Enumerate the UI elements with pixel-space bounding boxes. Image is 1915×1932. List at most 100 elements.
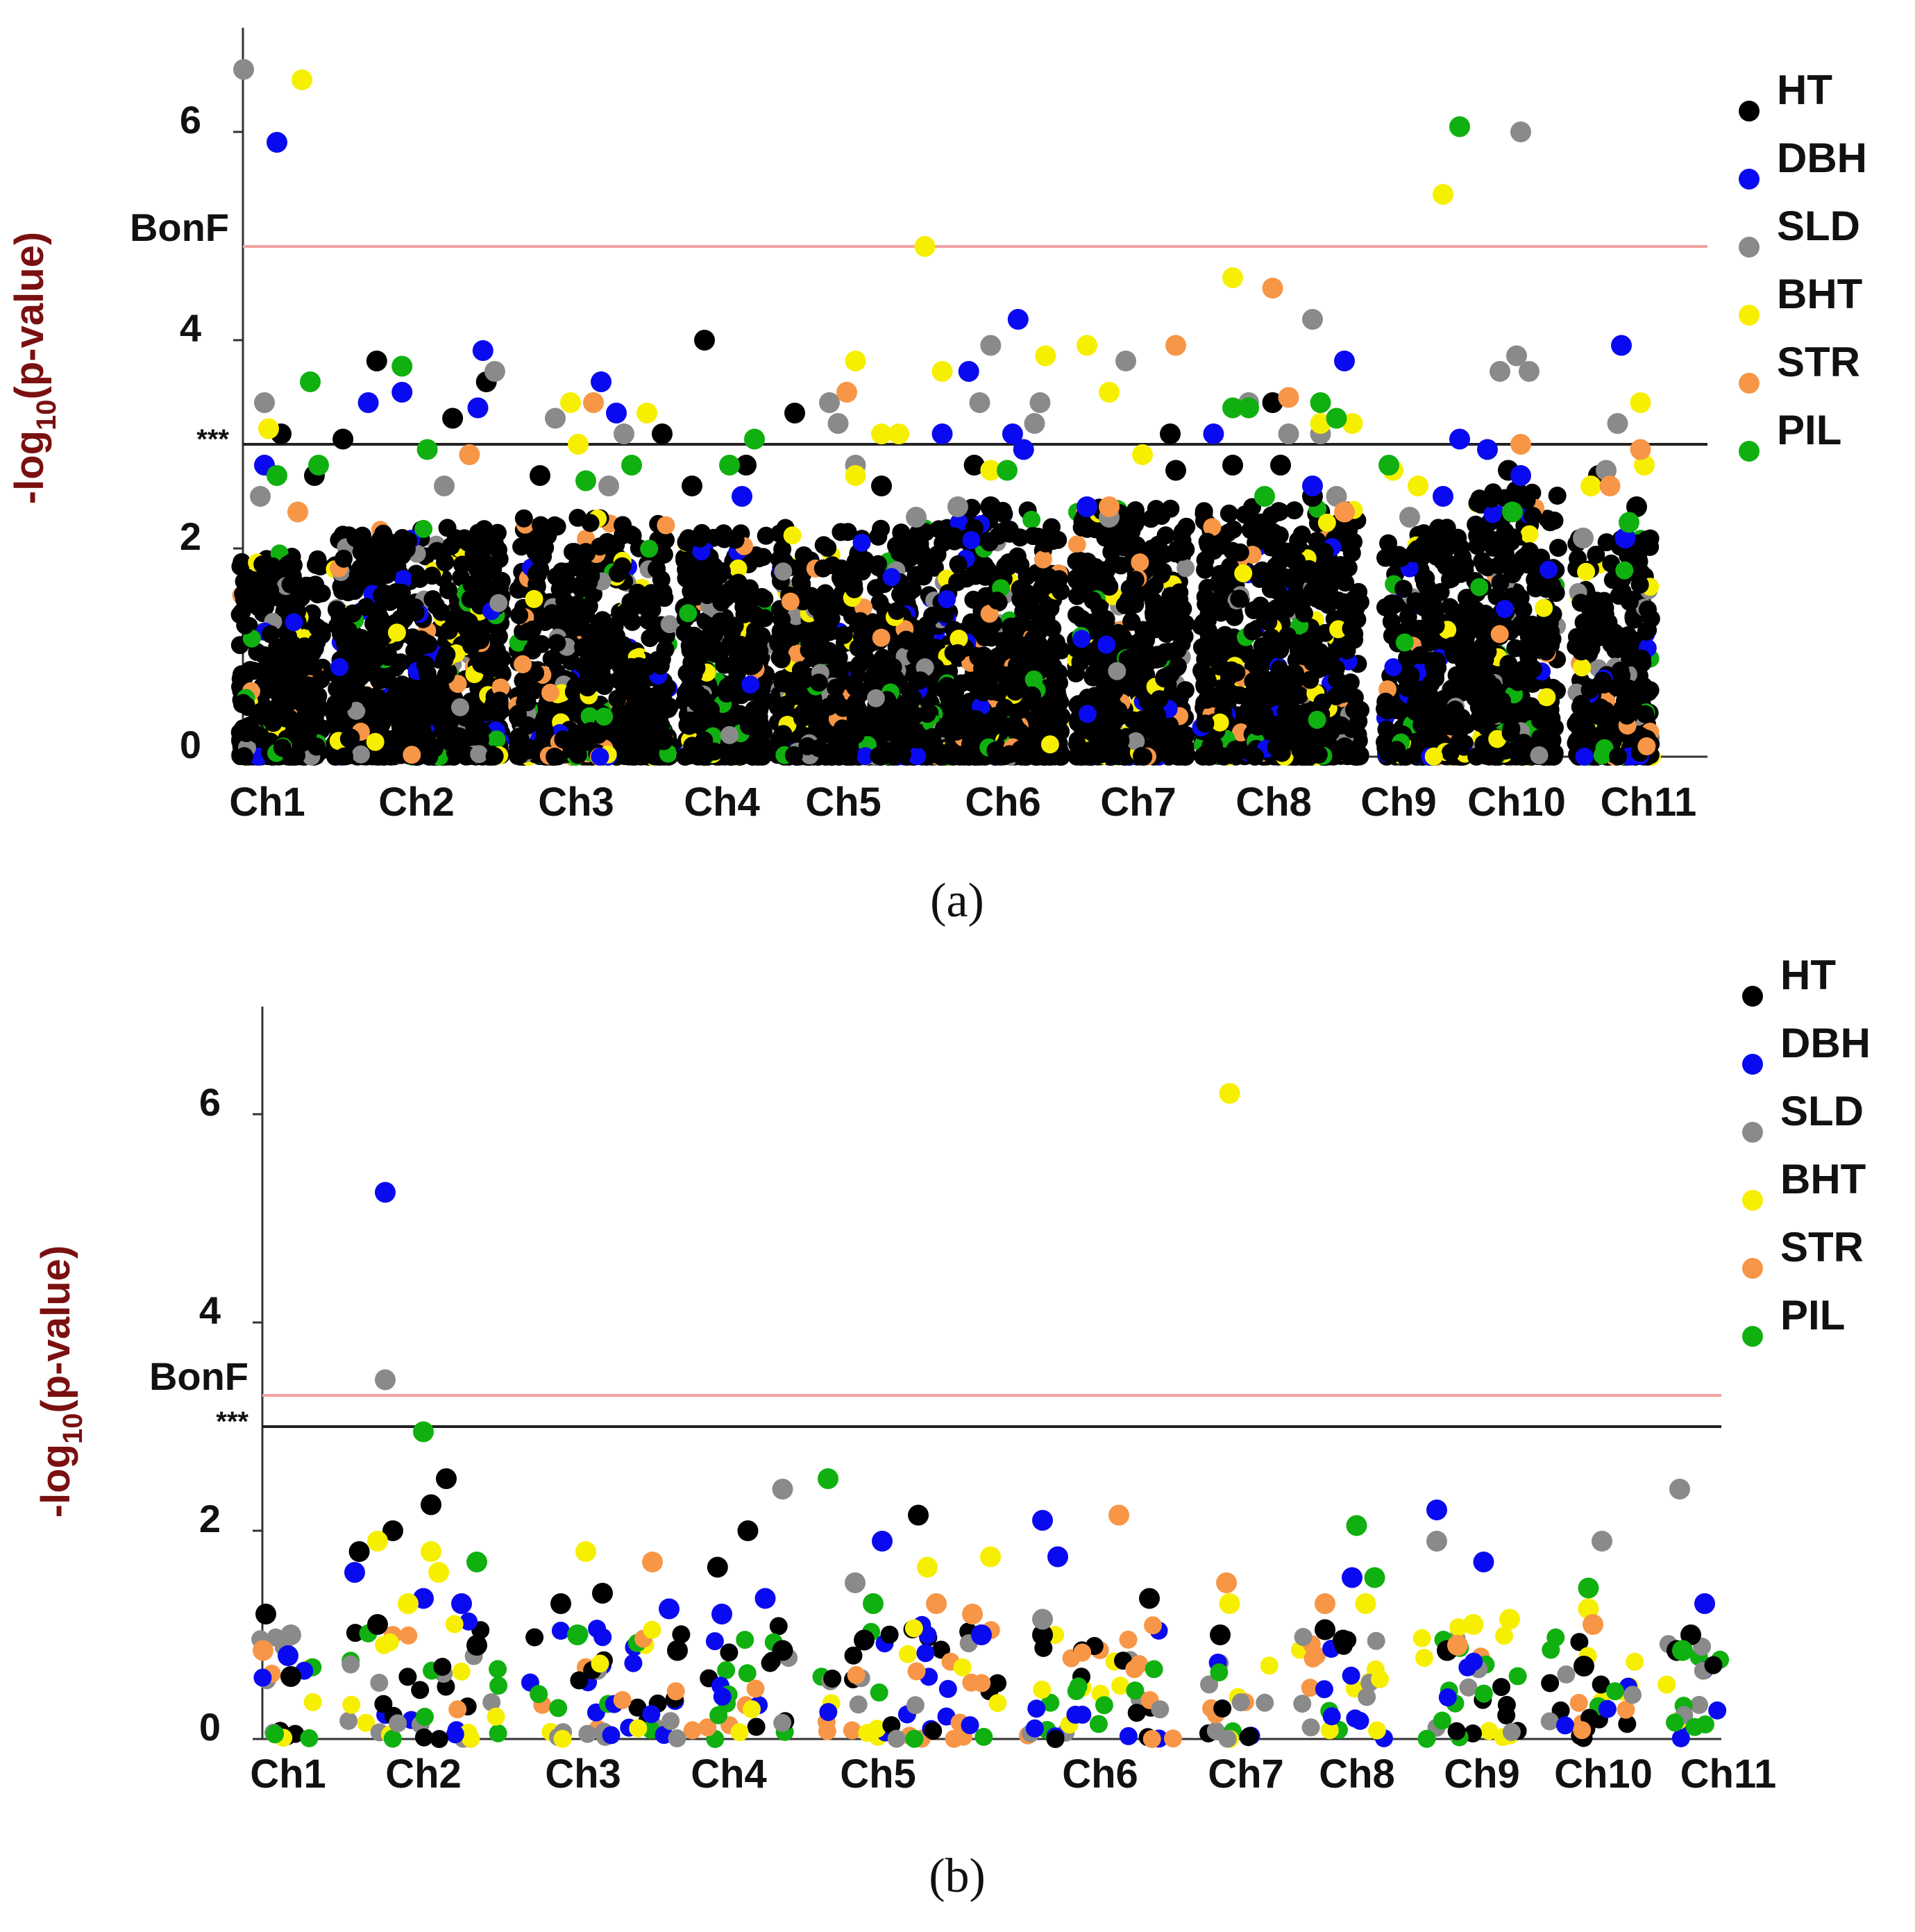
snp-point	[795, 671, 813, 689]
snp-point	[962, 531, 981, 550]
snp-point	[518, 622, 537, 641]
snp-point	[237, 577, 255, 596]
snp-point	[872, 628, 891, 647]
snp-point	[372, 586, 391, 605]
snp-point	[1008, 547, 1027, 566]
snp-point	[311, 557, 330, 576]
snp-point	[769, 635, 788, 653]
snp-point	[951, 701, 970, 720]
snp-point	[1085, 668, 1104, 687]
snp-point	[1334, 593, 1353, 612]
snp-point	[532, 516, 550, 535]
chromosome-cluster-ch4	[675, 523, 775, 766]
snp-point	[1315, 543, 1334, 561]
snp-point	[1304, 653, 1322, 671]
snp-point	[1100, 578, 1119, 596]
snp-point	[1278, 627, 1297, 646]
x-tick-label: Ch3	[538, 780, 614, 825]
snp-point	[241, 661, 260, 680]
snp-point	[1243, 622, 1262, 641]
snp-point	[948, 573, 967, 591]
snp-point	[680, 712, 699, 730]
snp-point	[1250, 569, 1269, 588]
snp-point	[804, 707, 823, 725]
snp-point	[418, 664, 437, 682]
snp-point	[676, 748, 695, 766]
snp-point	[542, 650, 561, 669]
snp-point	[233, 603, 251, 621]
snp-point	[367, 689, 386, 707]
snp-point	[584, 673, 602, 692]
snp-point	[1176, 559, 1195, 578]
snp-point	[432, 603, 450, 621]
snp-point	[580, 623, 599, 642]
snp-point	[1199, 672, 1217, 691]
snp-point	[610, 703, 629, 722]
snp-point	[679, 604, 698, 623]
snp-point	[846, 678, 865, 697]
snp-point	[261, 625, 280, 644]
snp-point	[464, 545, 483, 564]
snp-point	[657, 516, 675, 535]
snp-point	[292, 694, 311, 712]
snp-point	[1068, 587, 1086, 605]
snp-point	[287, 746, 305, 764]
x-tick-label: Ch8	[1235, 780, 1312, 825]
snp-point	[752, 689, 771, 707]
snp-point	[548, 634, 566, 653]
snp-point	[282, 553, 301, 571]
y-tick-label: 6	[180, 98, 201, 142]
snp-point	[866, 689, 885, 707]
snp-point	[234, 694, 253, 712]
snp-point	[1230, 589, 1249, 608]
snp-point	[446, 531, 465, 550]
snp-point	[1165, 745, 1183, 764]
snp-point	[423, 686, 442, 705]
snp-point	[640, 539, 659, 558]
snp-point	[437, 645, 456, 664]
snp-point	[949, 555, 968, 573]
snp-point	[891, 698, 909, 717]
snp-point	[307, 737, 326, 756]
snp-point	[532, 528, 551, 547]
snp-point	[800, 641, 818, 660]
snp-point	[1034, 550, 1052, 569]
snp-point	[423, 566, 441, 585]
snp-point	[1196, 560, 1214, 579]
snp-point	[305, 639, 324, 658]
snp-point	[514, 509, 533, 528]
snp-point	[1145, 597, 1163, 616]
snp-point	[1102, 747, 1121, 766]
snp-point	[439, 581, 457, 600]
chromosome-cluster-ch7	[1067, 498, 1196, 766]
snp-point	[1173, 542, 1191, 561]
snp-point	[1176, 681, 1195, 700]
snp-point	[1047, 713, 1065, 732]
chromosome-cluster-ch8	[1192, 498, 1369, 766]
snp-point	[1167, 587, 1186, 605]
snp-point	[514, 655, 532, 673]
snp-point	[1323, 570, 1341, 589]
snp-point	[1205, 537, 1224, 555]
snp-point	[974, 683, 993, 702]
snp-point	[1134, 748, 1153, 766]
snp-point	[1304, 582, 1322, 600]
snp-point	[774, 562, 793, 581]
snp-point	[453, 555, 471, 574]
snp-point	[335, 747, 353, 766]
snp-point	[378, 747, 397, 766]
chromosome-cluster-ch3	[508, 508, 679, 766]
snp-point	[1150, 690, 1169, 709]
snp-point	[1196, 714, 1215, 733]
snp-point	[240, 716, 259, 735]
snp-point	[1122, 612, 1141, 631]
snp-point	[909, 730, 927, 749]
snp-point	[248, 643, 267, 662]
snp-point	[1313, 694, 1332, 712]
snp-point	[918, 616, 936, 635]
snp-point	[284, 635, 303, 654]
snp-point	[1213, 687, 1231, 705]
snp-point	[988, 591, 1006, 610]
snp-point	[512, 741, 531, 760]
